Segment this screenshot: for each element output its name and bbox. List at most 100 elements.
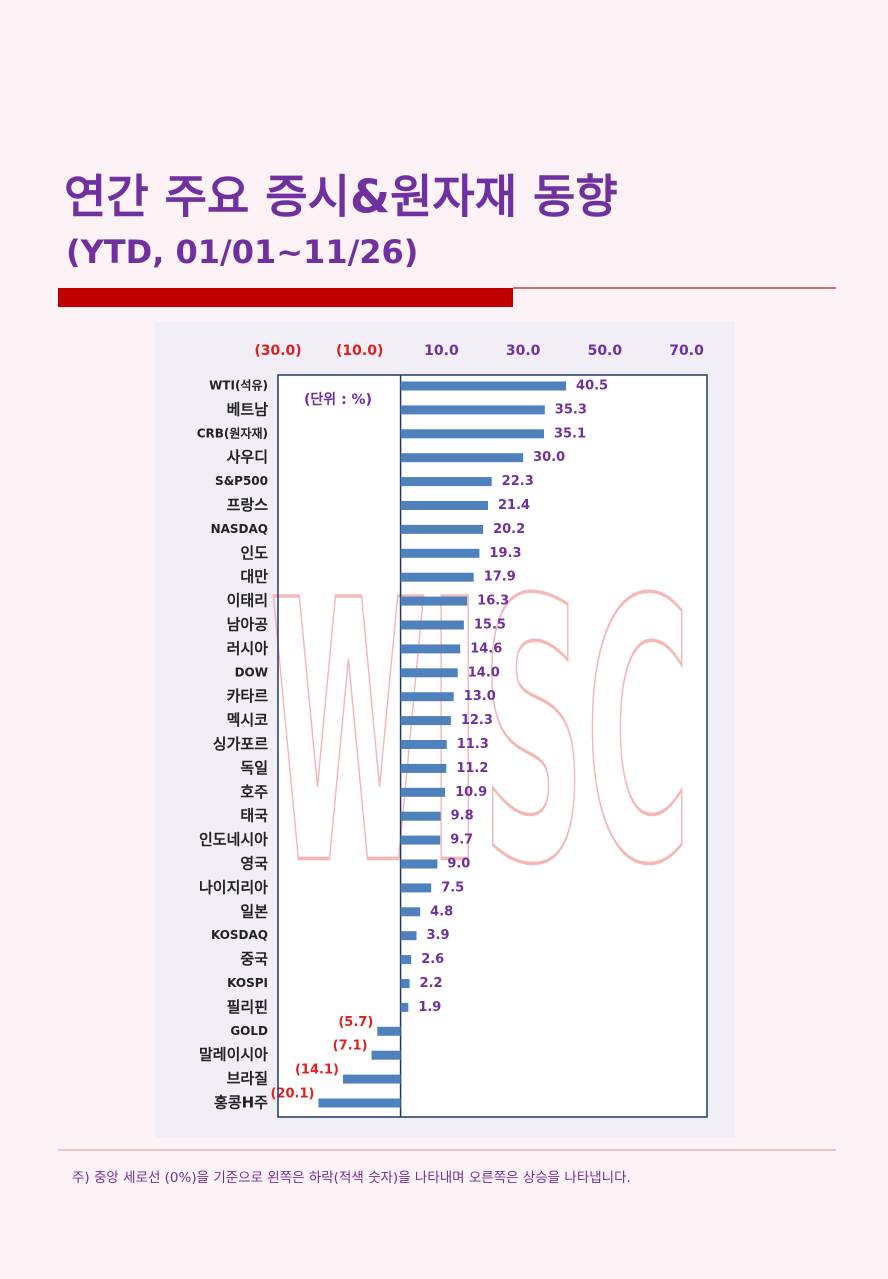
category-label: 영국 xyxy=(240,855,268,873)
bar xyxy=(400,811,441,821)
bar xyxy=(400,763,447,773)
category-label: 남아공 xyxy=(227,616,269,634)
x-tick-label: 10.0 xyxy=(424,343,459,359)
bar xyxy=(400,548,480,558)
value-label: 10.9 xyxy=(455,785,487,800)
bar xyxy=(342,1074,401,1084)
category-label: 필리핀 xyxy=(227,998,268,1016)
title: 연간 주요 증시&원자재 동향 xyxy=(64,170,618,224)
value-label: 22.3 xyxy=(502,474,534,489)
value-label: (7.1) xyxy=(333,1039,368,1054)
category-label: 사우디 xyxy=(227,448,268,466)
category-label: 카타르 xyxy=(227,687,269,705)
category-label: 독일 xyxy=(240,759,268,777)
value-label: 1.9 xyxy=(418,1000,441,1015)
value-label: 14.6 xyxy=(470,641,502,656)
value-label: 40.5 xyxy=(576,379,608,394)
category-label: NASDAQ xyxy=(211,522,268,536)
value-label: 9.8 xyxy=(451,809,474,824)
bar xyxy=(400,381,567,391)
bar xyxy=(400,429,544,439)
value-label: 35.3 xyxy=(555,402,587,417)
bar xyxy=(400,405,545,415)
category-label: 홍콩H주 xyxy=(214,1094,268,1112)
bar xyxy=(400,453,524,463)
category-label: KOSPI xyxy=(227,976,268,990)
value-label: 3.9 xyxy=(427,928,450,943)
value-label: 21.4 xyxy=(498,498,530,513)
bar xyxy=(318,1098,401,1108)
x-tick-label: (30.0) xyxy=(254,343,301,359)
x-tick-label: 30.0 xyxy=(506,343,541,359)
value-label: 11.3 xyxy=(457,737,489,752)
title-bar xyxy=(58,288,513,307)
bar xyxy=(400,1002,409,1012)
unit-label: (단위 : %) xyxy=(304,391,372,408)
bar xyxy=(400,644,461,654)
category-label: 프랑스 xyxy=(227,496,269,514)
value-label: (14.1) xyxy=(295,1063,339,1078)
bar xyxy=(400,955,412,965)
value-label: 16.3 xyxy=(477,594,509,609)
x-tick-label: 50.0 xyxy=(588,343,623,359)
value-label: 14.0 xyxy=(468,665,500,680)
value-label: 9.0 xyxy=(447,857,470,872)
subtitle: (YTD, 01/01~11/26) xyxy=(66,233,418,271)
note: 주) 중앙 세로선 (0%)을 기준으로 왼쪽은 하락(적색 숫자)을 나타내며… xyxy=(72,1170,631,1186)
bar xyxy=(400,620,464,630)
bar xyxy=(400,716,451,726)
bar xyxy=(400,835,441,845)
bar xyxy=(400,501,489,510)
bar xyxy=(377,1026,401,1036)
value-label: (5.7) xyxy=(338,1015,373,1030)
bar xyxy=(400,524,484,534)
value-label: 19.3 xyxy=(489,546,521,561)
bar xyxy=(400,859,438,869)
category-label: 베트남 xyxy=(227,400,269,418)
x-tick-label: 70.0 xyxy=(669,343,704,359)
bar xyxy=(400,740,447,749)
category-label: CRB(원자재) xyxy=(197,425,268,440)
category-label: 멕시코 xyxy=(227,711,269,729)
bar xyxy=(400,596,468,606)
category-label: 호주 xyxy=(240,783,268,801)
category-label: S&P500 xyxy=(215,474,268,488)
category-label: 일본 xyxy=(240,902,268,920)
bar xyxy=(400,572,474,582)
plot-border xyxy=(277,374,708,1118)
category-label: DOW xyxy=(235,665,268,679)
marks: (30.0) (10.0) 10.0 30.0 50.0 70.0 WTI(석유) 40.5 베… xyxy=(197,343,704,1117)
bar xyxy=(400,931,417,941)
category-label: GOLD xyxy=(230,1024,268,1038)
value-label: (20.1) xyxy=(270,1087,314,1102)
category-label: 브라질 xyxy=(227,1070,268,1088)
bar xyxy=(400,883,432,893)
category-label: 중국 xyxy=(240,950,268,968)
category-label: 싱가포르 xyxy=(213,735,268,753)
value-label: 2.6 xyxy=(421,952,444,967)
category-label: KOSDAQ xyxy=(211,928,268,942)
value-label: 20.2 xyxy=(493,522,525,537)
bar xyxy=(400,979,410,988)
x-tick-label: (10.0) xyxy=(336,343,383,359)
category-label: 인도 xyxy=(240,544,268,562)
plot-area xyxy=(278,375,707,1117)
category-label: WTI(석유) xyxy=(209,379,268,393)
category-label: 대만 xyxy=(240,568,268,586)
value-label: 9.7 xyxy=(450,833,473,848)
value-label: 11.2 xyxy=(456,761,488,776)
bar xyxy=(400,668,458,678)
value-label: 7.5 xyxy=(441,880,464,895)
bar xyxy=(400,692,454,702)
category-label: 인도네시아 xyxy=(199,831,268,849)
bar xyxy=(400,477,492,487)
category-label: 말레이시아 xyxy=(199,1046,268,1064)
category-label: 러시아 xyxy=(227,639,269,657)
bar xyxy=(371,1050,401,1060)
value-label: 35.1 xyxy=(554,426,586,441)
category-label: 나이지리아 xyxy=(199,878,268,896)
value-label: 30.0 xyxy=(533,450,565,465)
bar xyxy=(400,787,446,797)
